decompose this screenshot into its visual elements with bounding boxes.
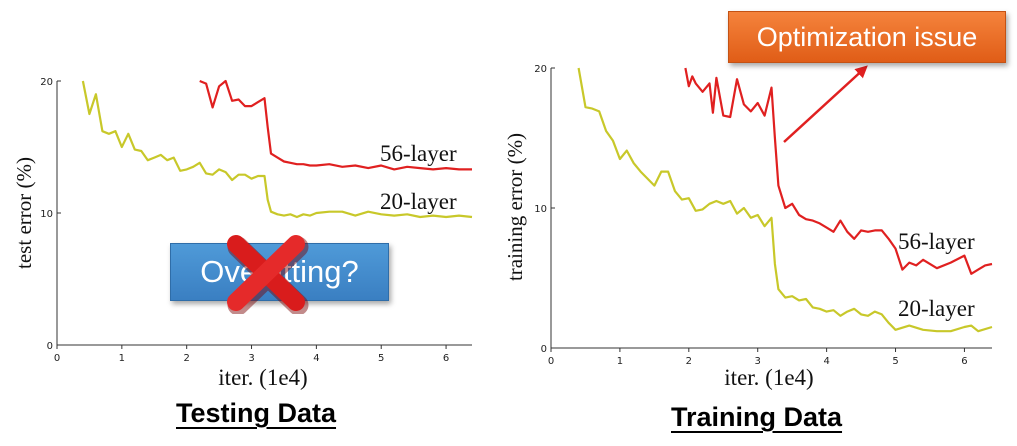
x-tick-label: 3 xyxy=(248,353,254,364)
x-tick-label: 1 xyxy=(617,356,623,367)
series-line-56-layer-left xyxy=(199,79,472,171)
x-tick-label: 4 xyxy=(313,353,319,364)
y-tick-label: 20 xyxy=(534,64,547,75)
xlabel-right: iter. (1e4) xyxy=(724,365,813,390)
x-tick-label: 2 xyxy=(686,356,692,367)
caption-training-data: Training Data xyxy=(671,402,843,432)
testing-error-chart: test error (%) iter. (1e4) 0 1 2 3 4 5 6 0 10 20 2… xyxy=(12,77,473,390)
series-line-20-layer-right xyxy=(577,67,993,333)
series-line-56-layer-right xyxy=(684,67,993,275)
series-label-56-layer-left: 56-layer xyxy=(380,141,457,166)
y-tick-label: 10 xyxy=(534,204,547,215)
training-error-chart: training error (%) iter. (1e4) 0 1 2 3 4 5 6 0 1… xyxy=(503,64,993,390)
series-line-20-layer-left xyxy=(81,80,473,219)
x-tick-label: 1 xyxy=(119,353,125,364)
x-tick-label: 0 xyxy=(548,356,554,367)
series-label-20-layer-left: 20-layer xyxy=(380,189,457,214)
x-tick-label: 5 xyxy=(892,356,898,367)
series-label-56-layer-right: 56-layer xyxy=(898,229,975,254)
x-tick-label: 6 xyxy=(961,356,967,367)
x-tick-label: 6 xyxy=(443,353,449,364)
y-tick-label: 0 xyxy=(541,344,547,355)
y-tick-label: 20 xyxy=(40,77,53,88)
cross-icon xyxy=(227,235,309,314)
y-tick-label: 0 xyxy=(47,341,53,352)
x-tick-label: 5 xyxy=(378,353,384,364)
xlabel-left: iter. (1e4) xyxy=(218,365,307,390)
optimization-arrow xyxy=(783,65,868,143)
x-tick-label: 2 xyxy=(184,353,190,364)
x-tick-label: 0 xyxy=(54,353,60,364)
caption-testing-data: Testing Data xyxy=(176,398,337,428)
optimization-callout: Optimization issue xyxy=(728,11,1006,63)
ylabel-training-error: training error (%) xyxy=(503,133,527,281)
x-tick-label: 4 xyxy=(823,356,829,367)
x-tick-label: 3 xyxy=(755,356,761,367)
y-tick-label: 10 xyxy=(40,209,53,220)
series-label-20-layer-right: 20-layer xyxy=(898,296,975,321)
ylabel-test-error: test error (%) xyxy=(12,157,36,269)
